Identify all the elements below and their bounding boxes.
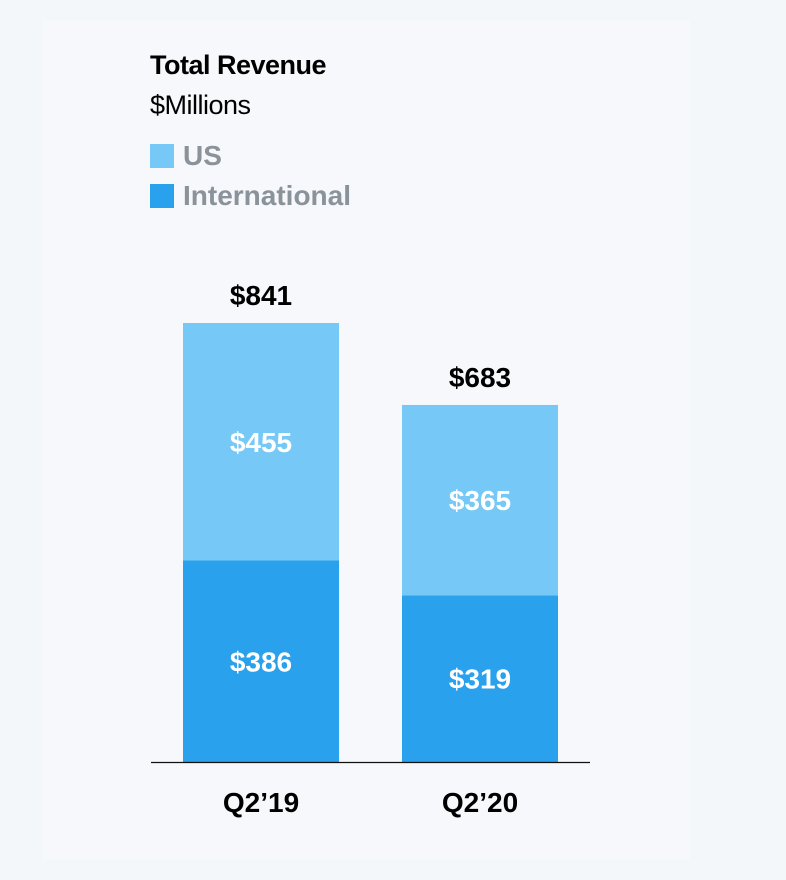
bar-international-1 xyxy=(183,560,339,762)
legend-label-us: US xyxy=(183,140,222,171)
legend-item-international: International xyxy=(150,180,351,212)
legend-item-us: US xyxy=(150,140,222,172)
chart-subtitle: $Millions xyxy=(150,90,251,120)
legend-swatch-international xyxy=(150,184,174,208)
bar-us-1 xyxy=(183,323,339,561)
x-tick-label-2: Q2’20 xyxy=(442,787,518,818)
data-label-us-2: $365 xyxy=(449,485,511,516)
legend-label-international: International xyxy=(183,180,352,211)
data-label-international-1: $386 xyxy=(230,646,292,677)
legend-swatch-us xyxy=(150,144,174,168)
x-tick-label-1: Q2’19 xyxy=(223,787,299,818)
total-label-2: $683 xyxy=(449,362,511,393)
bar-international-2 xyxy=(402,595,558,762)
bar-us-2 xyxy=(402,404,558,596)
total-label-1: $841 xyxy=(230,280,292,311)
chart-title: Total Revenue xyxy=(150,50,327,80)
data-label-us-1: $455 xyxy=(230,427,292,458)
data-label-international-2: $319 xyxy=(449,664,511,695)
